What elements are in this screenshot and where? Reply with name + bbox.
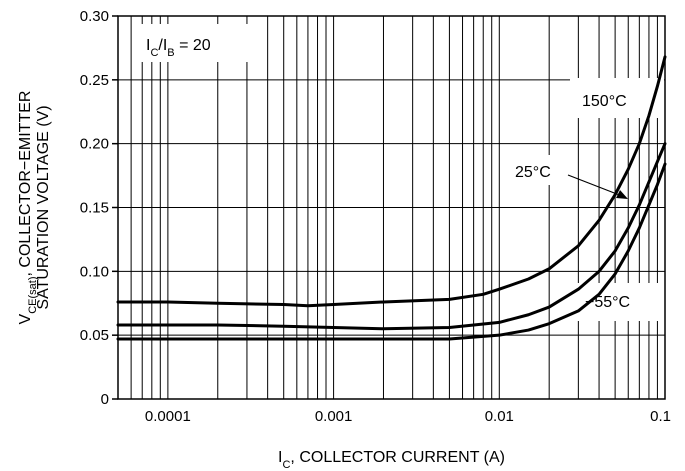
y-axis-label-line1: VCE(sat), COLLECTOR−EMITTER [17, 91, 39, 325]
label-background [570, 283, 664, 321]
y-axis-label-line1-part: , COLLECTOR−EMITTER [17, 91, 34, 277]
x-tick-label: 0.1 [650, 408, 671, 425]
axes [112, 15, 666, 400]
curve-label: 150°C [582, 93, 627, 110]
condition-label-part: = 20 [175, 37, 211, 54]
series-line [116, 142, 667, 331]
x-axis-label: IC, COLLECTOR CURRENT (A) [278, 449, 505, 471]
annotations: IC, COLLECTOR CURRENT (A)VCE(sat), COLLE… [17, 37, 630, 471]
condition-label-part: /I [158, 37, 167, 54]
y-axis-label-line1-part: CE(sat) [27, 277, 39, 314]
label-background [500, 155, 574, 185]
curve-label: 25°C [515, 164, 551, 181]
curve-label: −55°C [585, 294, 630, 311]
grid [117, 16, 665, 399]
x-axis-label-part: , COLLECTOR CURRENT (A) [290, 449, 505, 466]
x-axis-label-part: I [278, 449, 282, 466]
tick-labels: 0 0.05 0.10 0.15 0.20 0.25 0.30 0.0001 0.001 0.01… [80, 8, 671, 425]
series-line [116, 162, 667, 341]
condition-label-part: I [146, 37, 150, 54]
label-background [570, 78, 664, 118]
y-axis-label-line1-part: V [17, 313, 34, 324]
y-axis-label-line2: SATURATION VOLTAGE (V) [35, 105, 52, 309]
condition-label-part: C [150, 47, 158, 59]
x-tick-label: 0.01 [485, 408, 514, 425]
x-axis-label-part: C [282, 459, 290, 471]
y-tick-label: 0.10 [80, 263, 109, 280]
y-tick-label: 0.15 [80, 200, 109, 217]
label-arrow-line [567, 174, 623, 197]
y-axis-label: VCE(sat), COLLECTOR−EMITTER SATURATION VO… [17, 91, 52, 325]
x-tick-label: 0.0001 [145, 408, 191, 425]
y-tick-label: 0.05 [80, 327, 109, 344]
y-tick-label: 0.25 [80, 72, 109, 89]
y-tick-label: 0.20 [80, 136, 109, 153]
condition-label: IC/IB = 20 [146, 37, 211, 59]
series-line [116, 55, 667, 308]
label-background [136, 24, 262, 62]
y-tick-label: 0.30 [80, 8, 109, 25]
y-tick-label: 0 [101, 391, 109, 408]
condition-label-part: B [167, 47, 174, 59]
x-tick-label: 0.001 [315, 408, 353, 425]
curves [116, 55, 667, 341]
label-arrow-head [616, 190, 628, 199]
